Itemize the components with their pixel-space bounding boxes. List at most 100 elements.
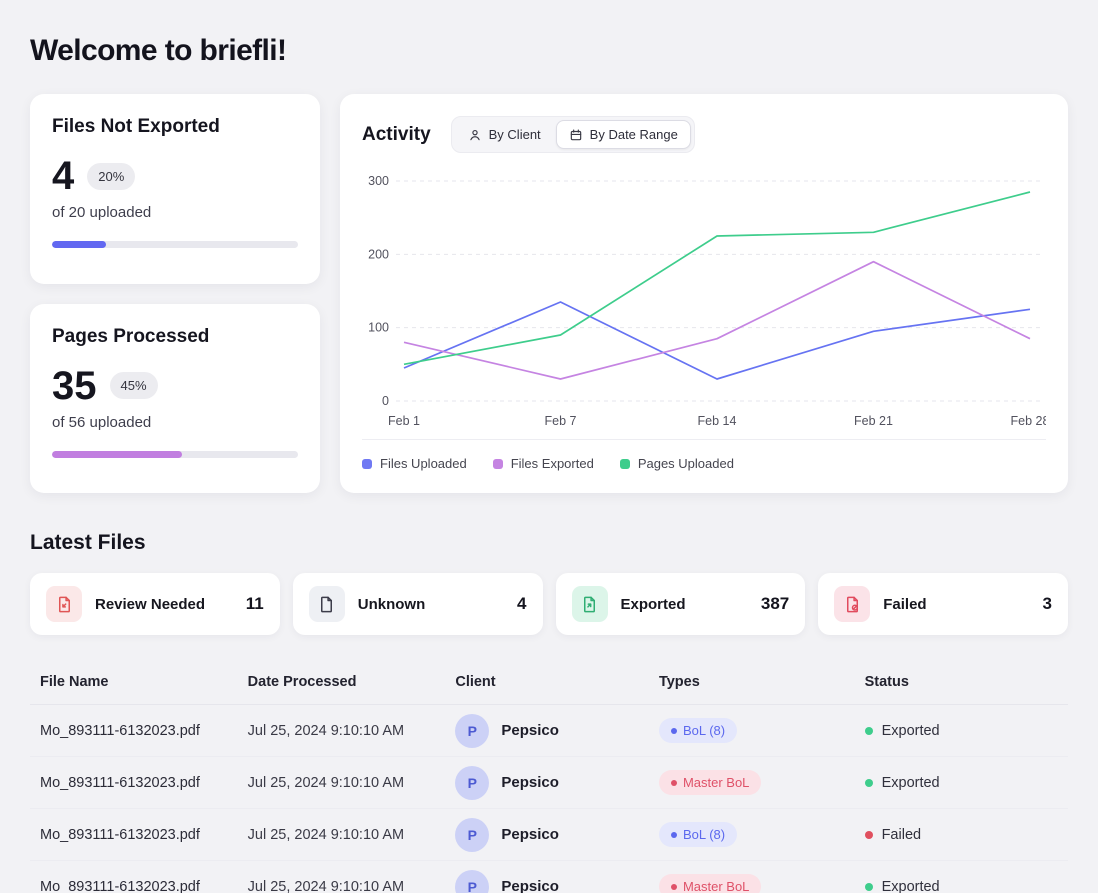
status-cell: Exported xyxy=(864,879,1058,893)
table-row[interactable]: Mo_893111-6132023.pdf Jul 25, 2024 9:10:… xyxy=(30,861,1068,893)
file-export-icon xyxy=(571,586,608,622)
latest-files-title: Latest Files xyxy=(30,531,146,554)
person-icon xyxy=(468,128,482,142)
column-header-types: Types xyxy=(658,673,700,690)
activity-chart-area: 0 100 200 300 Feb 1 Feb 7 Feb 14 Feb 21 Feb 28 xyxy=(362,169,1046,431)
pill-dot-icon xyxy=(670,831,677,838)
page-title: Welcome to briefli! xyxy=(30,34,287,67)
legend-dot-icon xyxy=(492,458,503,469)
activity-line-chart: 0 100 200 300 Feb 1 Feb 7 Feb 14 Feb 21 Feb 28 xyxy=(368,174,1046,428)
files-not-exported-value: 4 xyxy=(52,154,75,198)
type-pill[interactable]: BoL (8) xyxy=(658,822,738,847)
status-dot-icon xyxy=(864,830,873,839)
status-dot-icon xyxy=(864,778,873,787)
by-client-button[interactable]: By Client xyxy=(455,120,554,149)
svg-text:Feb 1: Feb 1 xyxy=(388,414,420,428)
client-cell: P Pepsico xyxy=(455,713,659,748)
table-body: Mo_893111-6132023.pdf Jul 25, 2024 9:10:… xyxy=(30,705,1068,893)
progress-fill xyxy=(52,241,107,248)
svg-text:100: 100 xyxy=(368,321,389,335)
summary-count: 3 xyxy=(1042,594,1052,613)
by-date-range-label: By Date Range xyxy=(589,127,678,142)
file-name-cell: Mo_893111-6132023.pdf xyxy=(40,878,200,893)
types-cell: BoL (8) xyxy=(658,822,865,847)
by-date-range-button[interactable]: By Date Range xyxy=(555,120,691,149)
client-cell: P Pepsico xyxy=(455,765,659,800)
table-row[interactable]: Mo_893111-6132023.pdf Jul 25, 2024 9:10:… xyxy=(30,757,1068,809)
summary-card-exported[interactable]: Exported 387 xyxy=(555,573,806,635)
type-pill[interactable]: BoL (8) xyxy=(658,718,738,743)
files-not-exported-subtitle: of 20 uploaded xyxy=(52,204,152,221)
summary-card-failed[interactable]: Failed 3 xyxy=(818,573,1068,635)
legend-label: Pages Uploaded xyxy=(637,456,734,471)
client-name: Pepsico xyxy=(501,878,559,893)
types-cell: Master BoL xyxy=(658,874,865,893)
status-dot-icon xyxy=(864,726,873,735)
svg-text:Feb 7: Feb 7 xyxy=(545,414,577,428)
summary-label: Failed xyxy=(883,595,927,613)
svg-text:Feb 14: Feb 14 xyxy=(698,414,737,428)
progress-fill xyxy=(52,450,183,458)
table-row[interactable]: Mo_893111-6132023.pdf Jul 25, 2024 9:10:… xyxy=(30,705,1068,757)
client-cell: P Pepsico xyxy=(455,869,659,893)
svg-text:0: 0 xyxy=(382,394,389,408)
files-not-exported-percent-badge: 20% xyxy=(87,162,136,190)
client-avatar: P xyxy=(455,713,490,748)
legend-dot-icon xyxy=(362,458,372,469)
pages-processed-value: 35 xyxy=(52,363,97,408)
date-processed-cell: Jul 25, 2024 9:10:10 AM xyxy=(247,774,405,791)
files-not-exported-title: Files Not Exported xyxy=(52,116,220,137)
column-header-client: Client xyxy=(455,673,496,690)
file-name-cell: Mo_893111-6132023.pdf xyxy=(40,722,200,739)
column-header-status: Status xyxy=(864,673,909,690)
pill-dot-icon xyxy=(670,883,677,890)
files-not-exported-card: Files Not Exported 4 20% of 20 uploaded xyxy=(30,94,320,284)
types-cell: BoL (8) xyxy=(658,718,865,743)
activity-card: Activity By Client xyxy=(340,94,1068,493)
status-cell: Failed xyxy=(864,827,1058,843)
summary-count: 4 xyxy=(517,594,527,613)
legend-dot-icon xyxy=(619,458,630,469)
activity-title: Activity xyxy=(362,123,431,145)
client-avatar: P xyxy=(455,869,490,893)
pages-processed-title: Pages Processed xyxy=(52,325,210,347)
date-processed-cell: Jul 25, 2024 9:10:10 AM xyxy=(247,722,405,739)
column-header-file-name: File Name xyxy=(40,673,109,690)
types-cell: Master BoL xyxy=(658,770,865,795)
svg-text:200: 200 xyxy=(368,247,389,261)
summary-card-unknown[interactable]: Unknown 4 xyxy=(292,573,543,635)
client-name: Pepsico xyxy=(501,826,559,843)
summary-count: 387 xyxy=(760,594,790,613)
type-pill[interactable]: Master BoL xyxy=(658,874,762,893)
status-dot-icon xyxy=(864,882,873,891)
pill-dot-icon xyxy=(670,779,677,786)
type-pill[interactable]: Master BoL xyxy=(658,770,762,795)
pages-processed-subtitle: of 56 uploaded xyxy=(52,413,152,431)
pill-dot-icon xyxy=(670,727,677,734)
client-cell: P Pepsico xyxy=(455,817,659,852)
table-row[interactable]: Mo_893111-6132023.pdf Jul 25, 2024 9:10:… xyxy=(30,809,1068,861)
top-section: Files Not Exported 4 20% of 20 uploaded … xyxy=(30,94,1068,493)
svg-text:Feb 28: Feb 28 xyxy=(1011,414,1046,428)
date-processed-cell: Jul 25, 2024 9:10:10 AM xyxy=(247,826,405,843)
chart-legend: Files Uploaded Files Exported Pages Upload… xyxy=(362,439,1046,471)
stat-cards-column: Files Not Exported 4 20% of 20 uploaded … xyxy=(30,94,320,493)
file-unknown-icon xyxy=(308,586,345,622)
legend-label: Files Exported xyxy=(510,456,594,471)
by-client-label: By Client xyxy=(488,127,541,142)
summary-count: 11 xyxy=(245,594,264,613)
summary-label: Exported xyxy=(620,595,686,613)
legend-item: Files Exported xyxy=(492,456,594,471)
file-name-cell: Mo_893111-6132023.pdf xyxy=(40,826,200,843)
legend-item: Files Uploaded xyxy=(362,456,467,471)
files-not-exported-progress-bar xyxy=(52,241,298,248)
summary-card-review-needed[interactable]: Review Needed 11 xyxy=(30,573,280,635)
summary-label: Review Needed xyxy=(95,595,206,613)
legend-item: Pages Uploaded xyxy=(619,456,734,471)
table-header-row: File Name Date Processed Client Types Status xyxy=(30,659,1068,705)
file-review-icon xyxy=(46,586,82,622)
file-failed-icon xyxy=(834,586,871,622)
file-status-summary-row: Review Needed 11 Unknown 4 Exported 387 … xyxy=(30,573,1068,635)
legend-label: Files Uploaded xyxy=(380,456,467,471)
